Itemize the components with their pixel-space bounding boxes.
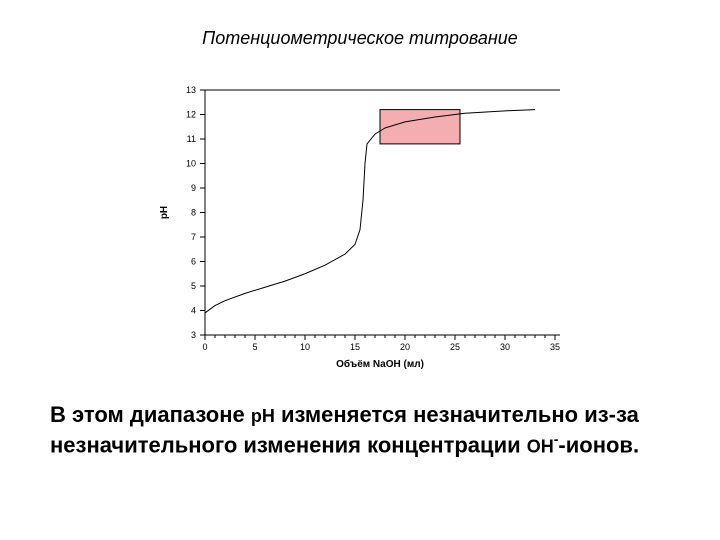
svg-text:10: 10: [186, 159, 196, 169]
svg-text:5: 5: [252, 342, 257, 352]
svg-text:6: 6: [191, 257, 196, 267]
svg-text:13: 13: [186, 85, 196, 95]
svg-text:30: 30: [500, 342, 510, 352]
svg-text:20: 20: [400, 342, 410, 352]
svg-text:25: 25: [450, 342, 460, 352]
page-title: Потенциометрическое титрование: [0, 28, 720, 49]
svg-text:35: 35: [550, 342, 560, 352]
svg-text:4: 4: [191, 306, 196, 316]
titration-chart: 3 4 5 6 7 8 9 10 11 12 13 0 5 10 15 20 25 30 35 Объём NaOH …: [150, 80, 570, 380]
svg-text:15: 15: [350, 342, 360, 352]
svg-text:pH: pH: [159, 206, 170, 219]
svg-text:11: 11: [187, 134, 196, 144]
svg-text:0: 0: [202, 342, 207, 352]
svg-text:Объём NaOH (мл): Объём NaOH (мл): [336, 358, 424, 370]
caption-suffix: -ионов.: [558, 432, 639, 457]
svg-text:3: 3: [191, 330, 196, 340]
caption-text: В этом диапазоне pH изменяется незначите…: [50, 400, 660, 460]
svg-text:5: 5: [191, 281, 196, 291]
svg-text:8: 8: [191, 208, 196, 218]
chart-svg: 3 4 5 6 7 8 9 10 11 12 13 0 5 10 15 20 25 30 35 Объём NaOH …: [150, 80, 570, 380]
caption-oh: OH: [527, 436, 554, 456]
caption-prefix: В этом диапазоне: [50, 402, 251, 427]
svg-text:7: 7: [191, 232, 196, 242]
svg-text:10: 10: [300, 342, 310, 352]
svg-text:9: 9: [191, 183, 196, 193]
caption-ph: pH: [251, 406, 275, 426]
svg-text:12: 12: [186, 110, 196, 120]
